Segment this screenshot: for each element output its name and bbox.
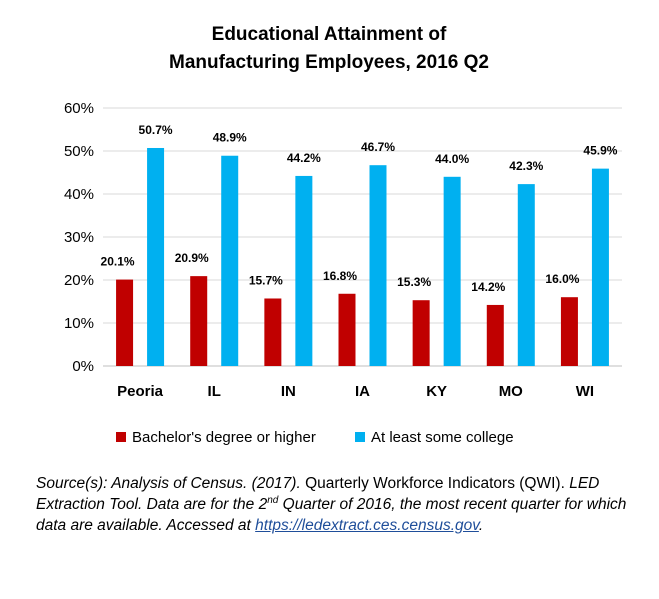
legend-label-2: At least some college (371, 429, 514, 446)
x-category-label-peoria: Peoria (117, 383, 164, 400)
bar-some-college-wi (591, 168, 609, 366)
source-part1: Source(s): Analysis of Census. (2017). (36, 475, 301, 492)
source-part4: Quarter of 2016, the most recent quarter… (36, 496, 627, 534)
source-superscript: nd (267, 494, 279, 506)
data-label-bachelors-in: 15.7% (249, 273, 283, 287)
source-part3: LED Extraction Tool. Data are for the 2 (36, 475, 600, 513)
x-category-label-ky: KY (426, 383, 447, 400)
y-tick-label-0: 0% (72, 358, 94, 375)
y-tick-label-20: 20% (64, 272, 94, 289)
bar-bachelors-il (190, 276, 208, 366)
data-label-bachelors-ia: 16.8% (323, 269, 357, 283)
bar-some-college-ia (369, 165, 387, 366)
x-category-label-il: IL (208, 383, 221, 400)
data-label-bachelors-wi: 16.0% (545, 272, 579, 286)
x-category-label-mo: MO (499, 383, 523, 400)
chart-title-line-1: Educational Attainment of (212, 24, 447, 45)
y-tick-label-30: 30% (64, 229, 94, 246)
bar-bachelors-ky (412, 300, 430, 366)
chart-title-line-2: Manufacturing Employees, 2016 Q2 (169, 52, 489, 73)
source-end: . (478, 517, 484, 534)
bar-bachelors-wi (560, 297, 578, 366)
data-label-some-college-il: 48.9% (213, 131, 247, 145)
data-label-some-college-in: 44.2% (287, 151, 321, 165)
source-citation: Source(s): Analysis of Census. (2017). Q… (36, 473, 636, 536)
source-part2: Quarterly Workforce Indicators (QWI). (300, 475, 565, 492)
x-category-label-wi: WI (576, 383, 594, 400)
bar-some-college-in (295, 175, 313, 366)
bar-some-college-mo (517, 184, 535, 366)
data-label-some-college-mo: 42.3% (509, 159, 543, 173)
data-label-some-college-wi: 45.9% (583, 144, 617, 158)
data-label-some-college-ia: 46.7% (361, 140, 395, 154)
legend-swatch-1 (116, 432, 126, 442)
bar-chart: Educational Attainment of Manufacturing E… (64, 24, 622, 446)
source-link[interactable]: https://ledextract.ces.census.gov (255, 517, 479, 534)
legend-label-1: Bachelor's degree or higher (132, 429, 316, 446)
y-tick-label-40: 40% (64, 186, 94, 203)
bar-bachelors-mo (486, 304, 504, 366)
data-label-bachelors-mo: 14.2% (471, 280, 505, 294)
legend-swatch-2 (355, 432, 365, 442)
bar-some-college-il (221, 155, 239, 366)
y-tick-label-10: 10% (64, 315, 94, 332)
bar-some-college-ky (443, 176, 461, 366)
x-category-label-ia: IA (355, 383, 370, 400)
bar-bachelors-peoria (116, 279, 134, 366)
data-label-some-college-peoria: 50.7% (139, 123, 173, 137)
bar-bachelors-in (264, 298, 282, 366)
y-tick-label-50: 50% (64, 143, 94, 160)
data-label-bachelors-peoria: 20.1% (101, 255, 135, 269)
x-category-label-in: IN (281, 383, 296, 400)
y-tick-label-60: 60% (64, 100, 94, 117)
data-label-bachelors-ky: 15.3% (397, 275, 431, 289)
data-label-some-college-ky: 44.0% (435, 152, 469, 166)
bar-bachelors-ia (338, 293, 356, 366)
bar-some-college-peoria (147, 147, 165, 366)
data-label-bachelors-il: 20.9% (175, 251, 209, 265)
